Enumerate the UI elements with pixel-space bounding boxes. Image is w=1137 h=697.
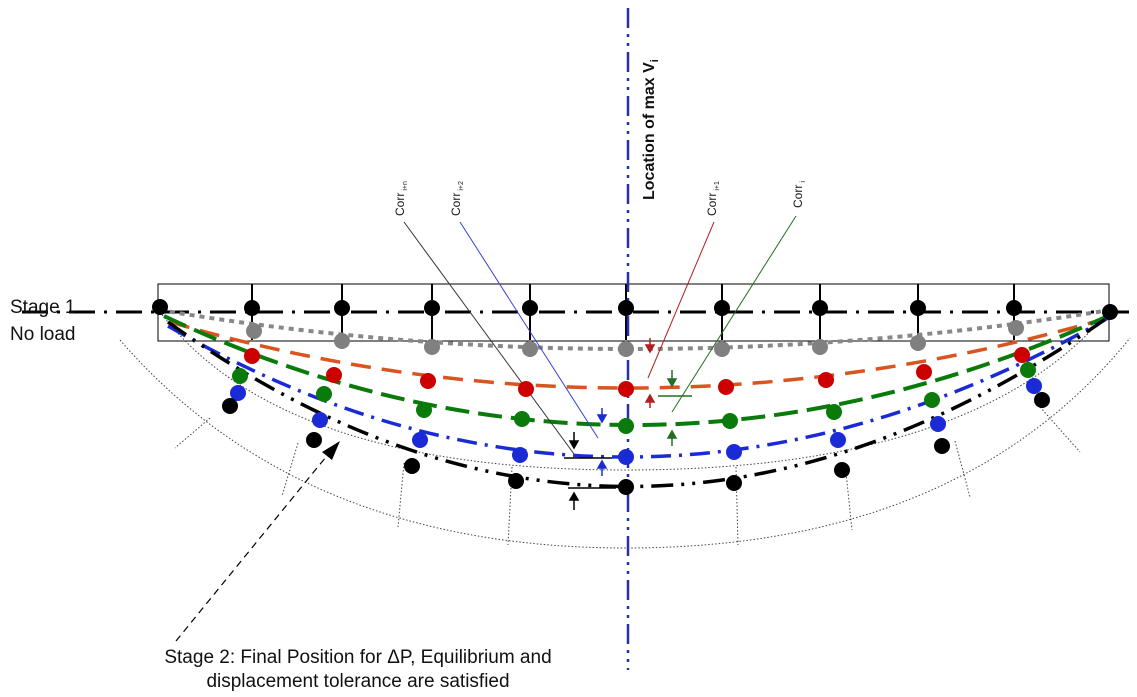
final-node bbox=[834, 462, 850, 478]
stage1-node bbox=[618, 300, 634, 316]
gray-node bbox=[246, 323, 262, 339]
corr-i1-leader bbox=[647, 221, 715, 379]
blue-node bbox=[726, 444, 742, 460]
stage1-node bbox=[334, 300, 350, 316]
green-node bbox=[618, 418, 634, 434]
gray-curve bbox=[159, 308, 1111, 351]
final-node bbox=[726, 475, 742, 491]
stage1-node bbox=[424, 300, 440, 316]
stage1-node bbox=[812, 300, 828, 316]
gray-node bbox=[714, 341, 730, 357]
red-node bbox=[818, 372, 834, 388]
blue-node bbox=[312, 412, 328, 428]
green-node bbox=[232, 368, 248, 384]
blue-node bbox=[512, 447, 528, 463]
red-node bbox=[518, 381, 534, 397]
stage2-arrowhead bbox=[322, 441, 340, 460]
green-node bbox=[514, 411, 530, 427]
stage1-node bbox=[152, 299, 168, 315]
gray-node bbox=[812, 339, 828, 355]
red-curve bbox=[169, 316, 1109, 390]
blue-node bbox=[930, 416, 946, 432]
stage1-node bbox=[1102, 304, 1118, 320]
corr-i2-leader bbox=[459, 221, 599, 439]
red-node bbox=[618, 381, 634, 397]
corr-i1-label: Corri+1 bbox=[705, 181, 721, 216]
stage2-arrow-line bbox=[175, 451, 331, 642]
gray-node bbox=[334, 333, 350, 349]
stage2-line2: displacement tolerance are satisfied bbox=[206, 671, 510, 692]
location-max-label: Location of max Vi bbox=[641, 59, 661, 200]
final-node bbox=[306, 432, 322, 448]
gray-node bbox=[1008, 320, 1024, 336]
stage1-node bbox=[910, 300, 926, 316]
red-node bbox=[718, 379, 734, 395]
green-node bbox=[316, 386, 332, 402]
corr-i-label: Corri bbox=[791, 181, 807, 208]
red-node bbox=[326, 367, 342, 383]
final-node bbox=[618, 479, 634, 495]
outer-dotted-arc bbox=[119, 337, 1131, 549]
inner-dotted-arc bbox=[159, 311, 1109, 471]
final-node bbox=[508, 473, 524, 489]
red-node bbox=[244, 348, 260, 364]
gray-node bbox=[522, 341, 538, 357]
final-node bbox=[1034, 392, 1050, 408]
blue-node bbox=[830, 432, 846, 448]
green-node bbox=[924, 392, 940, 408]
corr-in-leader bbox=[403, 221, 575, 455]
gray-node bbox=[618, 341, 634, 357]
dimension-markers bbox=[564, 338, 692, 510]
corr-i-leader bbox=[671, 215, 797, 413]
node-markers bbox=[152, 299, 1118, 495]
green-node bbox=[722, 413, 738, 429]
green-node bbox=[826, 404, 842, 420]
stage1-node bbox=[714, 300, 730, 316]
green-node bbox=[1020, 362, 1036, 378]
blue-node bbox=[618, 449, 634, 465]
red-node bbox=[916, 364, 932, 380]
stage1-node bbox=[522, 300, 538, 316]
corr-in-label: Corri+n bbox=[393, 181, 409, 216]
blue-node bbox=[412, 432, 428, 448]
gray-node bbox=[424, 339, 440, 355]
blue-node bbox=[230, 385, 246, 401]
green-node bbox=[416, 402, 432, 418]
gray-node bbox=[910, 335, 926, 351]
final-node bbox=[934, 438, 950, 454]
stage1-line1: Stage 1 bbox=[10, 297, 76, 318]
red-node bbox=[420, 373, 436, 389]
stage1-node bbox=[1006, 300, 1022, 316]
final-node bbox=[222, 398, 238, 414]
green-curve bbox=[163, 314, 1109, 427]
stage1-node bbox=[244, 300, 260, 316]
location-max-sub: i bbox=[649, 59, 661, 62]
black-curve bbox=[166, 314, 1112, 489]
blue-node bbox=[1026, 378, 1042, 394]
final-node bbox=[404, 458, 420, 474]
stage1-line2: No load bbox=[10, 324, 76, 345]
stage1-label: Stage 1 No load bbox=[10, 294, 76, 348]
blue-curve bbox=[167, 316, 1109, 459]
stage2-label: Stage 2: Final Position for ΔP, Equilibr… bbox=[148, 646, 568, 694]
red-node bbox=[1014, 347, 1030, 363]
corr-i2-label: Corri+2 bbox=[449, 181, 465, 216]
stage2-line1: Stage 2: Final Position for ΔP, Equilibr… bbox=[164, 647, 552, 668]
